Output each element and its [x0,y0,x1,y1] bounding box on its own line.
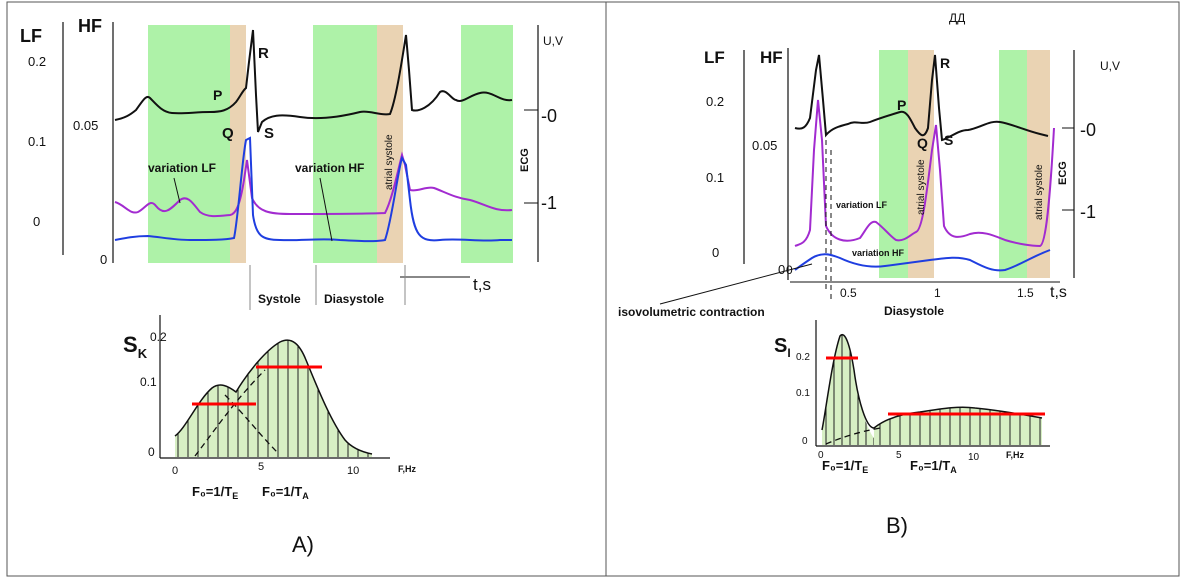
panel-a-ecg-label: ECG [519,148,531,172]
panel-b-isovolumetric-label: isovolumetric contraction [618,305,765,319]
panel-b-spectrum-x-tick-1: 5 [896,450,902,461]
panel-a-r-label: R [258,45,269,62]
panel-a-band-green-1 [148,25,230,263]
panel-a-band-tan-1 [230,25,246,263]
panel-b-band-green-1 [879,50,908,278]
panel-a-hf-curve [114,136,512,243]
panel-b-p-label: P [897,97,906,113]
panel-b-header-text: ДД [949,11,965,25]
panel-a-hf-tick-0: 0.05 [73,118,98,133]
panel-b-label: B) [886,513,908,538]
panel-b-spectrum-x-tick-0: 0 [818,450,824,461]
panel-b-lf-label: LF [704,48,725,67]
panel-b-lf-tick-2: 0 [712,245,719,260]
panel-a-s-label: S [264,125,274,142]
panel-b-atrial-systole-label-1: atrial systole [916,159,927,215]
panel-a-q-label: Q [222,125,234,142]
panel-b-uv-label: U,V [1100,59,1120,73]
panel-b-ecg-label: ECG [1057,161,1069,185]
panel-a-spectrum-dashed-1 [194,369,266,457]
panel-a-label: A) [292,532,314,557]
panel-b: ДД LF HF 0.2 0.1 0 0.05 0 U,V -0 -1 ECG … [618,11,1120,538]
panel-a-spectrum-y-tick-1: 0.1 [140,375,157,389]
panel-a-fe-label: F₀=1/TE [192,484,238,501]
panel-b-spectrum-y-tick-2: 0 [802,436,808,447]
panel-a-spectrum-y-tick-0: 0.2 [150,330,167,344]
panel-b-ecg-curve [794,54,1049,142]
panel-a-band-green-2 [313,25,377,263]
panel-a-spectrum-outline [174,339,373,455]
panel-a-hf-label: HF [78,16,102,36]
panel-a-fa-label: F₀=1/TA [262,484,309,501]
panel-b-diasystole-label: Diasystole [884,304,944,318]
panel-a-systole-label: Systole [258,292,301,306]
panel-a-spectrum-label: SK [123,332,148,361]
panel-b-lf-tick-0: 0.2 [706,94,724,109]
panel-a-diasystole-label: Diasystole [324,292,384,306]
panel-a-lf-tick-2: 0 [33,214,40,229]
panel-a-spectrum-x-tick-1: 5 [258,461,264,473]
panel-a-lf-label: LF [20,26,42,46]
panel-a-spectrum-x-tick-0: 0 [172,465,178,477]
panel-a-lf-tick-1: 0.1 [28,134,46,149]
panel-b-time-tick-1: 1 [934,286,941,300]
panel-b-isovolumetric-pointer [659,263,813,305]
panel-b-time-tick-2: 1.5 [1017,286,1034,300]
panel-b-lf-tick-1: 0.1 [706,170,724,185]
panel-a-spectrum-x-unit: F,Hz [398,464,417,474]
panel-b-lf-curve [794,99,1055,248]
panel-b-uv-tick-label-0: -0 [1080,120,1096,140]
panel-a-atrial-systole-label: atrial systole [384,134,395,190]
panel-b-variation-hf-label: variation HF [852,248,905,258]
panel-a-ecg-curve [114,29,513,133]
panel-a-time-label: t,s [473,275,491,294]
panel-b-spectrum-label: SI [774,335,791,360]
panel-b-spectrum-y-tick-1: 0.1 [796,388,810,399]
panel-b-spectrum: SI 0.2 0.1 0 0 5 10 F,Hz F₀=1/TE F₀=1/TA [774,320,1050,475]
panel-b-band-tan-2 [1027,50,1050,278]
panel-b-q-label: Q [917,135,928,151]
panel-b-spectrum-x-tick-2: 10 [968,452,980,463]
panel-a-spectrum-x-tick-2: 10 [347,465,359,477]
panel-b-hf-label: HF [760,48,783,67]
panel-b-hf-tick-0: 0.05 [752,138,777,153]
panel-b-variation-lf-label: variation LF [836,200,888,210]
panel-a-hf-tick-1: 0 [100,252,107,267]
figure-frame [6,1,1180,577]
panel-b-spectrum-dashed [825,427,881,445]
panel-a: LF HF 0.2 0.1 0 0.05 0 U,V -0 -1 ECG P Q… [20,16,563,557]
panel-a-spectrum-area [175,340,372,457]
panel-a-variation-lf-label: variation LF [148,161,216,175]
panel-b-fe-label: F₀=1/TE [822,458,868,475]
panel-b-spectrum-x-unit: F,Hz [1006,450,1025,460]
panel-b-time-tick-0: 0.5 [840,286,857,300]
panel-b-time-label: t,s [1050,284,1067,301]
panel-b-r-label: R [940,55,950,71]
panel-a-uv-tick-label-0: -0 [541,106,557,126]
panel-a-lf-tick-0: 0.2 [28,54,46,69]
panel-a-variation-lf-pointer [173,177,181,204]
panel-a-spectrum: SK 0.2 0.1 0 0 5 10 F,Hz F₀=1/TE F₀=1/TA [123,315,417,501]
panel-a-variation-hf-label: variation HF [295,161,364,175]
panel-b-spectrum-area-1 [822,334,874,445]
panel-b-fa-label: F₀=1/TA [910,458,957,475]
panel-b-hf-tick-1: 0 [778,262,785,277]
panel-b-uv-tick-label-1: -1 [1080,202,1096,222]
panel-a-band-green-3 [461,25,513,263]
panel-b-spectrum-y-tick-0: 0.2 [796,352,810,363]
panel-a-spectrum-dashed-2 [224,394,279,454]
panel-a-uv-label: U,V [543,34,563,48]
panel-b-atrial-systole-label-2: atrial systole [1034,164,1045,220]
panel-a-variation-hf-pointer [319,177,333,242]
panel-b-spectrum-outline [821,333,1043,431]
panel-b-s-label: S [944,132,953,148]
panel-b-hf-curve [794,249,1051,272]
panel-a-spectrum-y-tick-2: 0 [148,445,155,459]
panel-a-p-label: P [213,87,222,103]
panel-a-uv-tick-label-1: -1 [541,193,557,213]
